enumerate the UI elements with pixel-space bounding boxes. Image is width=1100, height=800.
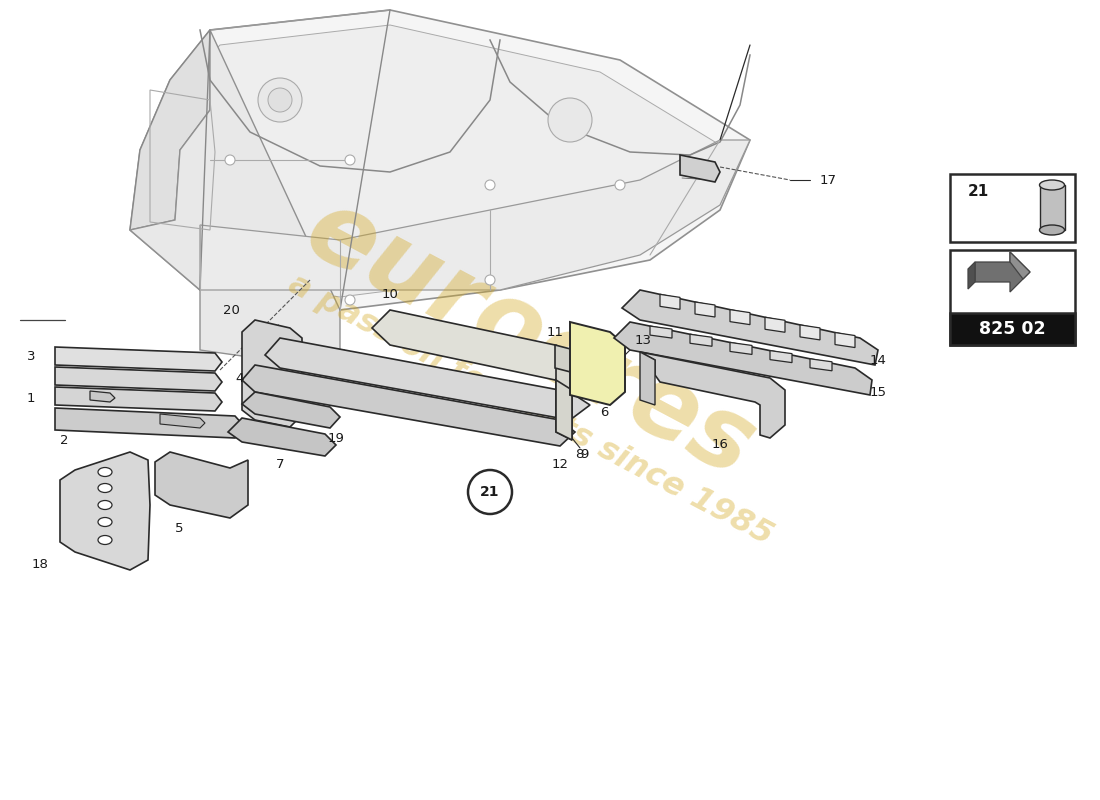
Polygon shape [55,347,222,371]
Text: 825 02: 825 02 [979,320,1045,338]
Polygon shape [764,318,785,332]
Ellipse shape [98,518,112,526]
FancyBboxPatch shape [950,174,1075,242]
Text: 7: 7 [276,458,284,471]
Polygon shape [968,262,975,289]
Text: 20: 20 [223,303,240,317]
Polygon shape [265,338,590,420]
Ellipse shape [1040,225,1065,235]
Polygon shape [55,408,245,438]
Text: 6: 6 [600,406,608,418]
Polygon shape [556,380,572,440]
Polygon shape [690,334,712,346]
Polygon shape [145,25,721,297]
Circle shape [485,275,495,285]
Text: 16: 16 [712,438,728,451]
Polygon shape [975,252,1030,292]
Polygon shape [695,302,715,317]
Polygon shape [730,310,750,325]
Polygon shape [242,365,575,446]
Polygon shape [650,326,672,338]
Polygon shape [730,342,752,354]
Text: 1: 1 [26,393,35,406]
Polygon shape [640,352,785,438]
Text: 13: 13 [635,334,652,346]
FancyBboxPatch shape [950,250,1075,345]
Circle shape [468,470,512,514]
Text: 19: 19 [328,431,345,445]
Circle shape [345,295,355,305]
Ellipse shape [98,501,112,510]
Polygon shape [1040,185,1065,230]
Text: 21: 21 [481,485,499,499]
Polygon shape [800,325,820,340]
Polygon shape [835,333,855,347]
Text: 17: 17 [820,174,837,186]
Polygon shape [621,290,878,365]
Polygon shape [155,452,248,518]
Text: 10: 10 [382,289,398,302]
Polygon shape [55,367,222,391]
FancyBboxPatch shape [950,313,1075,345]
Circle shape [615,180,625,190]
Polygon shape [55,387,222,411]
Polygon shape [614,322,872,395]
Polygon shape [680,155,720,182]
Polygon shape [1010,252,1030,279]
Polygon shape [228,418,336,456]
Text: 12: 12 [551,458,569,471]
Polygon shape [130,10,750,310]
Ellipse shape [1040,180,1065,190]
Text: 11: 11 [547,326,563,338]
Circle shape [345,155,355,165]
Text: 4: 4 [235,373,243,386]
Circle shape [548,98,592,142]
Polygon shape [770,350,792,362]
Polygon shape [60,452,150,570]
Polygon shape [90,391,116,402]
Polygon shape [160,414,205,428]
Polygon shape [570,322,625,405]
Polygon shape [130,30,210,230]
Circle shape [268,88,292,112]
Circle shape [485,180,495,190]
Polygon shape [130,30,340,370]
Circle shape [258,78,303,122]
Text: 3: 3 [26,350,35,362]
Text: 15: 15 [870,386,887,398]
Text: a passion for parts since 1985: a passion for parts since 1985 [283,269,778,551]
Circle shape [226,155,235,165]
Polygon shape [242,392,340,428]
Text: 9: 9 [580,449,588,462]
Polygon shape [200,140,750,290]
Text: #d4a820: #d4a820 [480,359,486,360]
Text: 8: 8 [575,449,583,462]
Text: 14: 14 [870,354,887,366]
Text: 2: 2 [60,434,68,446]
Polygon shape [556,345,605,377]
Polygon shape [660,294,680,310]
Polygon shape [810,358,832,371]
Text: 18: 18 [31,558,48,571]
Ellipse shape [98,467,112,477]
Text: 21: 21 [968,185,989,199]
Text: eurocres: eurocres [289,182,770,498]
Polygon shape [372,310,575,380]
Ellipse shape [98,535,112,545]
Polygon shape [640,352,654,405]
Polygon shape [242,320,302,427]
Ellipse shape [98,483,112,493]
Text: 5: 5 [175,522,184,534]
Polygon shape [556,345,572,440]
